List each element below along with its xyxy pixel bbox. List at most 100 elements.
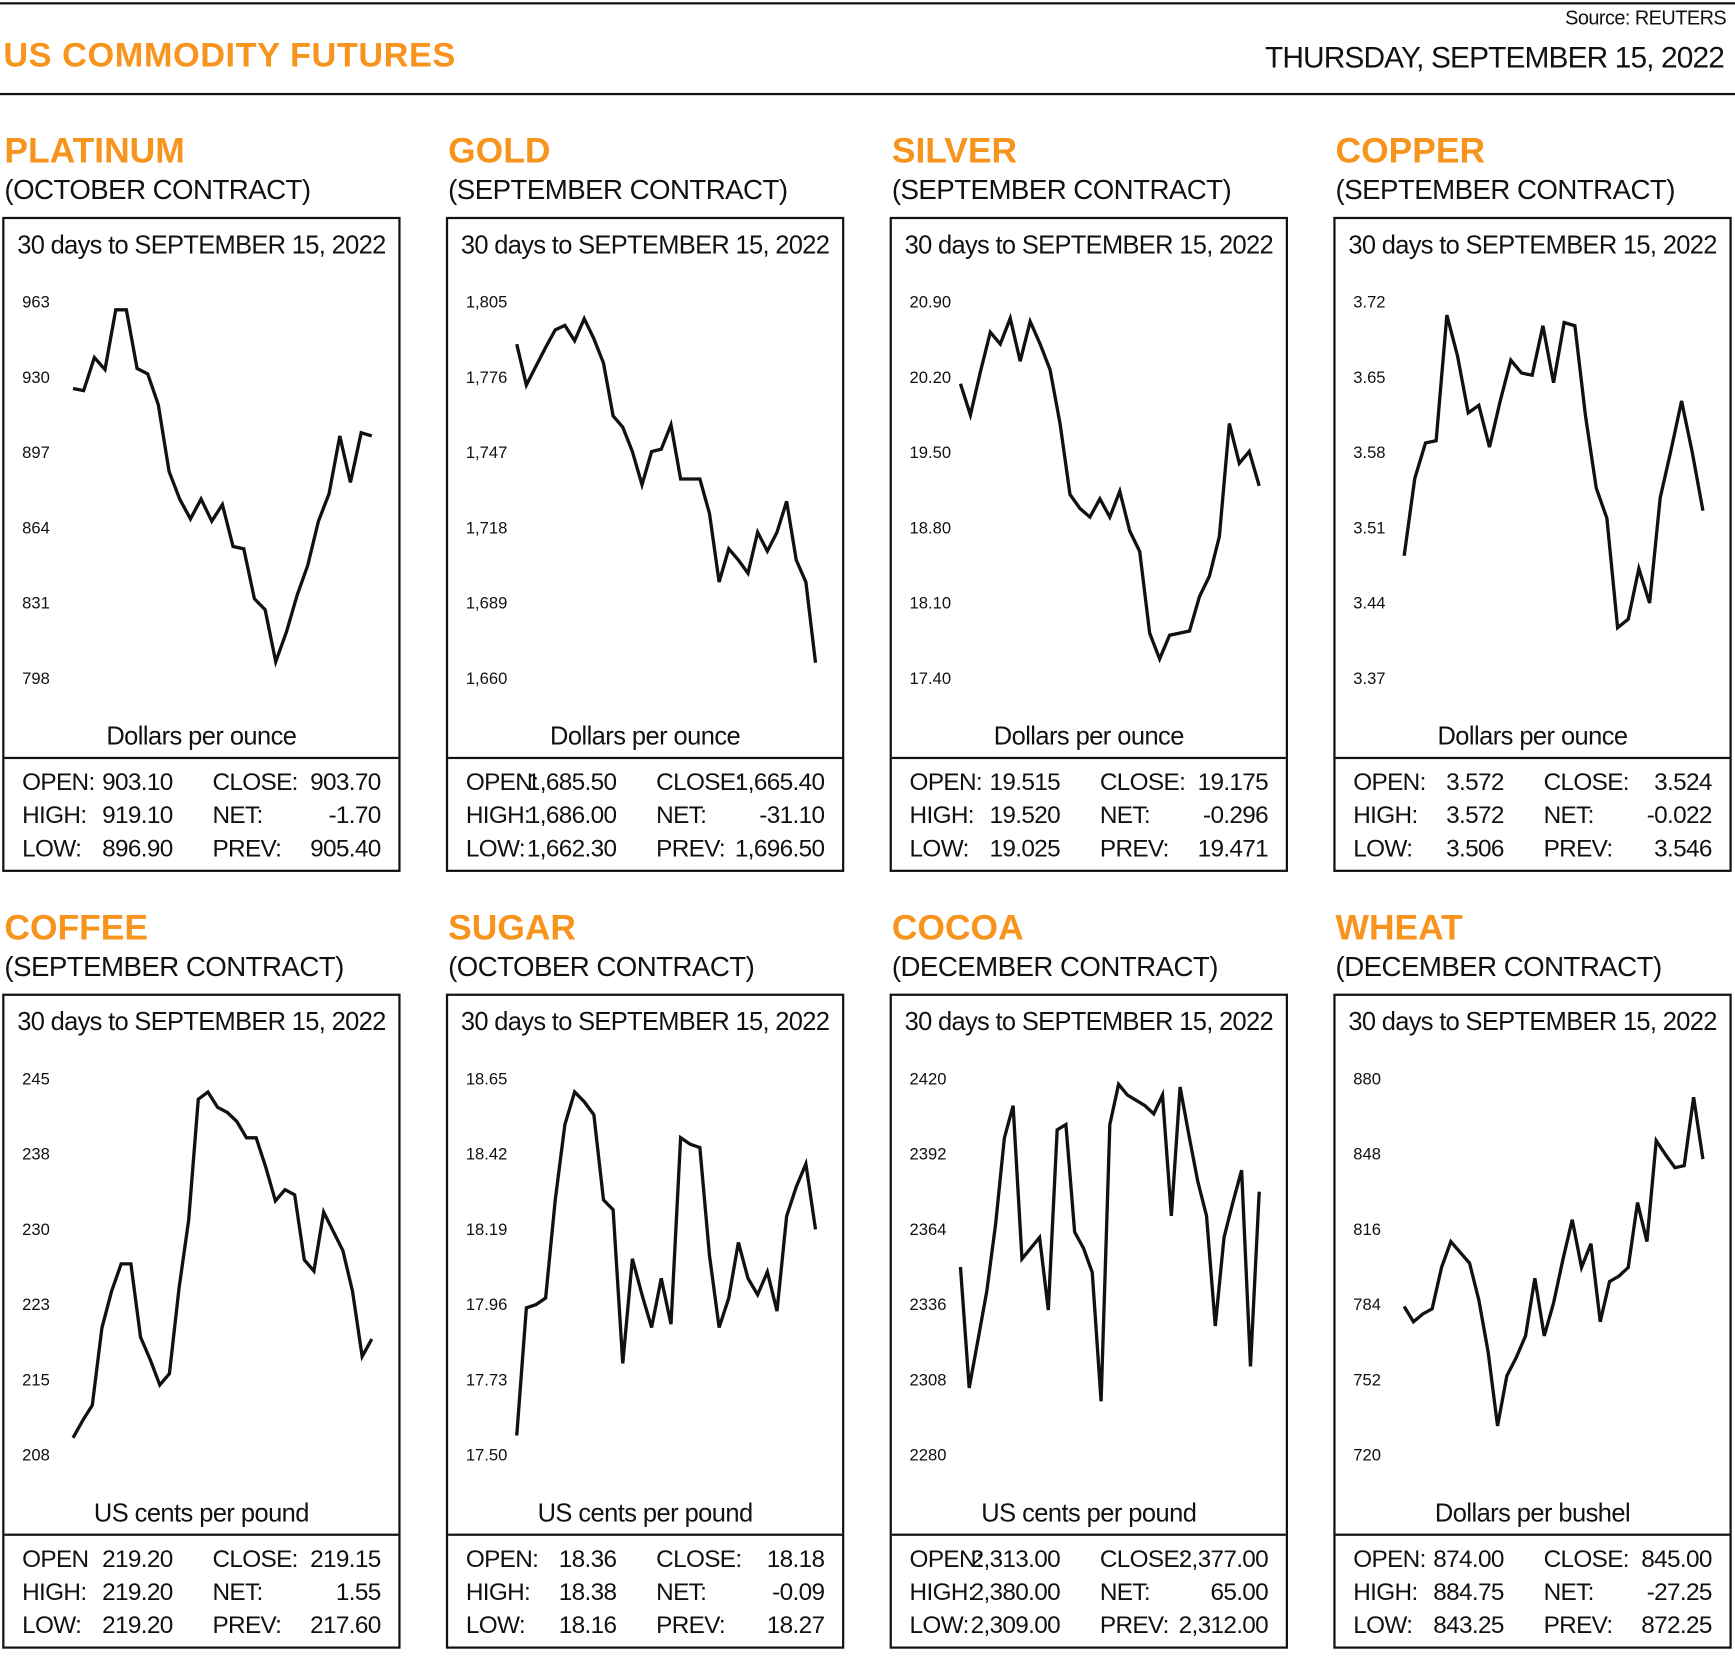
stat-value: 1.55 xyxy=(335,1577,381,1606)
stats-row: HIGH: 18.38 NET: -0.09 xyxy=(448,1578,842,1611)
stats-row: OPEN 219.20 CLOSE: 219.15 xyxy=(4,1545,398,1578)
stat-label: PREV: xyxy=(1099,1611,1170,1639)
stat-value: 1,665.40 xyxy=(734,767,825,796)
stat-value: 919.10 xyxy=(102,801,173,829)
price-line xyxy=(958,1080,1261,1402)
stat-value: 19.520 xyxy=(989,801,1061,829)
stats-divider xyxy=(4,756,399,760)
stat-label: CLOSE: xyxy=(1543,767,1630,796)
y-tick-label: 17.73 xyxy=(466,1370,508,1389)
stats-row: OPEN: 19.515 CLOSE: 19.175 xyxy=(892,768,1286,801)
line-chart: 963 930 897 864 831 798 xyxy=(22,293,373,688)
stat-value: -0.296 xyxy=(1203,801,1269,829)
y-tick-label: 1,747 xyxy=(466,443,508,462)
stat-label: CLOSE: xyxy=(656,767,742,796)
stat-value: 1,662.30 xyxy=(526,834,617,862)
stat-value: 896.90 xyxy=(102,834,173,862)
stat-value: 2,380.00 xyxy=(970,1577,1061,1606)
y-tick-label: 2308 xyxy=(910,1370,947,1389)
unit-label: US cents per pound xyxy=(537,1498,754,1527)
stat-value: 3.572 xyxy=(1446,767,1504,796)
stat-label: PREV: xyxy=(1099,834,1170,862)
y-tick-label: 18.19 xyxy=(466,1220,508,1239)
line-chart: 20.90 20.20 19.50 18.80 18.10 17.40 xyxy=(910,293,1261,688)
y-tick-label: 798 xyxy=(22,669,50,688)
stat-label: HIGH: xyxy=(1353,1577,1418,1606)
stats-row: LOW: 896.90 PREV: 905.40 xyxy=(4,834,398,867)
y-tick-label: 245 xyxy=(22,1069,50,1088)
stat-value: 219.15 xyxy=(310,1544,381,1573)
stat-value: 1,696.50 xyxy=(734,834,825,862)
chart-box: 30 days to SEPTEMBER 15, 2022 1,805 1,776 1… xyxy=(445,216,845,872)
y-tick-label: 17.50 xyxy=(466,1446,508,1465)
panel-wheat: WHEAT (DECEMBER CONTRACT) 30 days to SEPTE… xyxy=(1333,907,1732,1649)
y-tick-label: 816 xyxy=(1353,1220,1381,1239)
stat-label: LOW: xyxy=(1353,834,1413,862)
stats-row: LOW: 2,309.00 PREV: 2,312.00 xyxy=(892,1611,1286,1644)
commodity-name: WHEAT xyxy=(1335,907,1463,948)
chart-title: 30 days to SEPTEMBER 15, 2022 xyxy=(17,230,386,259)
stat-label: CLOSE: xyxy=(1099,767,1186,796)
commodity-name: PLATINUM xyxy=(4,130,185,171)
stat-label: NET: xyxy=(212,1577,263,1606)
stat-label: OPEN: xyxy=(909,767,983,796)
y-tick-label: 963 xyxy=(22,293,50,312)
panel-silver: SILVER (SEPTEMBER CONTRACT) 30 days to SEP… xyxy=(889,131,1288,872)
stat-value: 219.20 xyxy=(102,1544,173,1573)
chart-box: 30 days to SEPTEMBER 15, 2022 880 848 816 78… xyxy=(1333,993,1732,1649)
stat-label: CLOSE: xyxy=(1543,1544,1630,1573)
stat-value: 3.506 xyxy=(1446,834,1504,862)
stats-row: HIGH: 3.572 NET: -0.022 xyxy=(1336,801,1730,834)
chart-title: 30 days to SEPTEMBER 15, 2022 xyxy=(1348,230,1717,259)
stat-value: -1.70 xyxy=(328,801,381,829)
stat-label: NET: xyxy=(1543,801,1595,829)
stat-label: HIGH: xyxy=(22,801,87,829)
stat-label: PREV: xyxy=(212,834,282,862)
chart-box: 30 days to SEPTEMBER 15, 2022 3.72 3.65 3.5… xyxy=(1333,216,1732,872)
stats-divider xyxy=(1335,756,1730,760)
chart-box: 30 days to SEPTEMBER 15, 2022 245 238 230 22… xyxy=(2,993,401,1649)
stats-row: HIGH: 919.10 NET: -1.70 xyxy=(4,801,398,834)
y-tick-label: 215 xyxy=(22,1370,50,1389)
header-rule xyxy=(0,92,1735,96)
y-tick-label: 1,689 xyxy=(466,594,508,613)
stat-value: 905.40 xyxy=(310,834,381,862)
contract-label: (SEPTEMBER CONTRACT) xyxy=(448,174,788,206)
stat-label: NET: xyxy=(1099,1577,1151,1606)
chart-title: 30 days to SEPTEMBER 15, 2022 xyxy=(904,1006,1274,1036)
line-chart: 18.65 18.42 18.19 17.96 17.73 17.50 xyxy=(466,1069,818,1465)
stat-value: 19.175 xyxy=(1197,767,1269,796)
stats-row: OPEN: 18.36 CLOSE: 18.18 xyxy=(448,1545,842,1578)
commodity-name: SUGAR xyxy=(448,907,577,948)
y-tick-label: 20.90 xyxy=(910,293,952,312)
stat-value: 18.27 xyxy=(766,1611,825,1639)
stats-divider xyxy=(891,756,1286,760)
stat-label: NET: xyxy=(656,801,707,829)
y-tick-label: 3.44 xyxy=(1353,594,1385,613)
y-tick-label: 208 xyxy=(22,1446,50,1465)
y-tick-label: 2364 xyxy=(910,1220,947,1239)
chart-title: 30 days to SEPTEMBER 15, 2022 xyxy=(904,230,1274,259)
y-tick-label: 1,660 xyxy=(466,669,508,688)
stat-label: LOW: xyxy=(1353,1611,1413,1639)
stat-value: 18.38 xyxy=(558,1577,617,1606)
stats-row: OPEN: 2,313.00 CLOSE: 2,377.00 xyxy=(892,1545,1286,1578)
stat-label: HIGH: xyxy=(22,1577,87,1606)
stats-row: LOW: 19.025 PREV: 19.471 xyxy=(892,834,1286,867)
stat-label: PREV: xyxy=(656,834,726,862)
top-rule xyxy=(0,2,1735,5)
commodity-name: GOLD xyxy=(448,130,551,171)
y-tick-label: 17.40 xyxy=(910,669,952,688)
y-tick-label: 1,776 xyxy=(466,368,508,387)
stat-value: 3.546 xyxy=(1654,834,1712,862)
y-tick-label: 18.42 xyxy=(466,1145,508,1164)
y-tick-label: 784 xyxy=(1353,1295,1381,1314)
stat-value: 65.00 xyxy=(1210,1577,1269,1606)
y-tick-label: 880 xyxy=(1353,1069,1381,1088)
y-tick-label: 3.51 xyxy=(1353,518,1385,537)
stat-value: 874.00 xyxy=(1433,1544,1504,1573)
stat-label: OPEN: xyxy=(465,767,539,796)
stat-label: PREV: xyxy=(1543,834,1614,862)
stat-label: HIGH: xyxy=(909,1577,975,1606)
contract-label: (SEPTEMBER CONTRACT) xyxy=(891,174,1232,206)
